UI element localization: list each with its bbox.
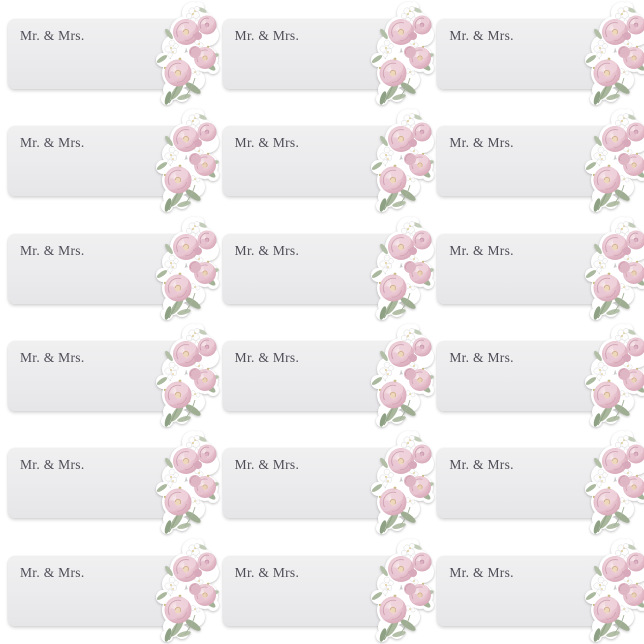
label-cell: Mr. & Mrs. <box>429 107 644 214</box>
address-label-card: Mr. & Mrs. <box>437 233 623 304</box>
label-title: Mr. & Mrs. <box>449 349 514 365</box>
label-title: Mr. & Mrs. <box>449 242 514 258</box>
address-label-card: Mr. & Mrs. <box>222 19 408 89</box>
label-cell: Mr. & Mrs. <box>215 107 434 214</box>
label-cell: Mr. & Mrs. <box>0 537 219 644</box>
label-cell: Mr. & Mrs. <box>429 322 644 429</box>
label-title: Mr. & Mrs. <box>234 28 300 43</box>
label-cell: Mr. & Mrs. <box>215 429 434 536</box>
address-label-card: Mr. & Mrs. <box>222 340 408 411</box>
address-label-card: Mr. & Mrs. <box>437 19 623 89</box>
label-title: Mr. & Mrs. <box>234 349 300 365</box>
label-title: Mr. & Mrs. <box>449 457 514 473</box>
label-cell: Mr. & Mrs. <box>0 429 219 536</box>
label-cell: Mr. & Mrs. <box>429 537 644 644</box>
label-title: Mr. & Mrs. <box>20 135 85 151</box>
label-cell: Mr. & Mrs. <box>0 322 219 429</box>
address-label-card: Mr. & Mrs. <box>8 555 193 626</box>
label-title: Mr. & Mrs. <box>20 242 85 258</box>
address-label-card: Mr. & Mrs. <box>8 19 193 89</box>
label-title: Mr. & Mrs. <box>20 564 85 580</box>
label-title: Mr. & Mrs. <box>234 135 300 151</box>
label-title: Mr. & Mrs. <box>234 242 300 258</box>
address-label-card: Mr. & Mrs. <box>437 555 623 626</box>
label-title: Mr. & Mrs. <box>20 28 85 43</box>
address-label-card: Mr. & Mrs. <box>222 555 408 626</box>
label-title: Mr. & Mrs. <box>234 457 300 473</box>
label-title: Mr. & Mrs. <box>20 457 85 473</box>
label-cell: Mr. & Mrs. <box>429 0 644 107</box>
address-label-card: Mr. & Mrs. <box>437 126 623 197</box>
address-label-card: Mr. & Mrs. <box>437 340 623 411</box>
address-label-card: Mr. & Mrs. <box>8 233 193 304</box>
label-title: Mr. & Mrs. <box>234 564 300 580</box>
label-title: Mr. & Mrs. <box>449 28 514 43</box>
label-cell: Mr. & Mrs. <box>215 0 434 107</box>
label-cell: Mr. & Mrs. <box>0 107 219 214</box>
label-cell: Mr. & Mrs. <box>0 0 219 107</box>
label-cell: Mr. & Mrs. <box>429 215 644 322</box>
address-label-card: Mr. & Mrs. <box>8 340 193 411</box>
label-cell: Mr. & Mrs. <box>215 215 434 322</box>
address-label-card: Mr. & Mrs. <box>222 233 408 304</box>
address-label-card: Mr. & Mrs. <box>8 448 193 519</box>
label-cell: Mr. & Mrs. <box>215 322 434 429</box>
address-label-card: Mr. & Mrs. <box>222 126 408 197</box>
label-title: Mr. & Mrs. <box>449 564 514 580</box>
label-cell: Mr. & Mrs. <box>215 537 434 644</box>
address-label-card: Mr. & Mrs. <box>222 448 408 519</box>
label-cell: Mr. & Mrs. <box>429 429 644 536</box>
address-label-card: Mr. & Mrs. <box>437 448 623 519</box>
label-title: Mr. & Mrs. <box>449 135 514 151</box>
address-label-card: Mr. & Mrs. <box>8 126 193 197</box>
label-title: Mr. & Mrs. <box>20 349 85 365</box>
label-cell: Mr. & Mrs. <box>0 215 219 322</box>
